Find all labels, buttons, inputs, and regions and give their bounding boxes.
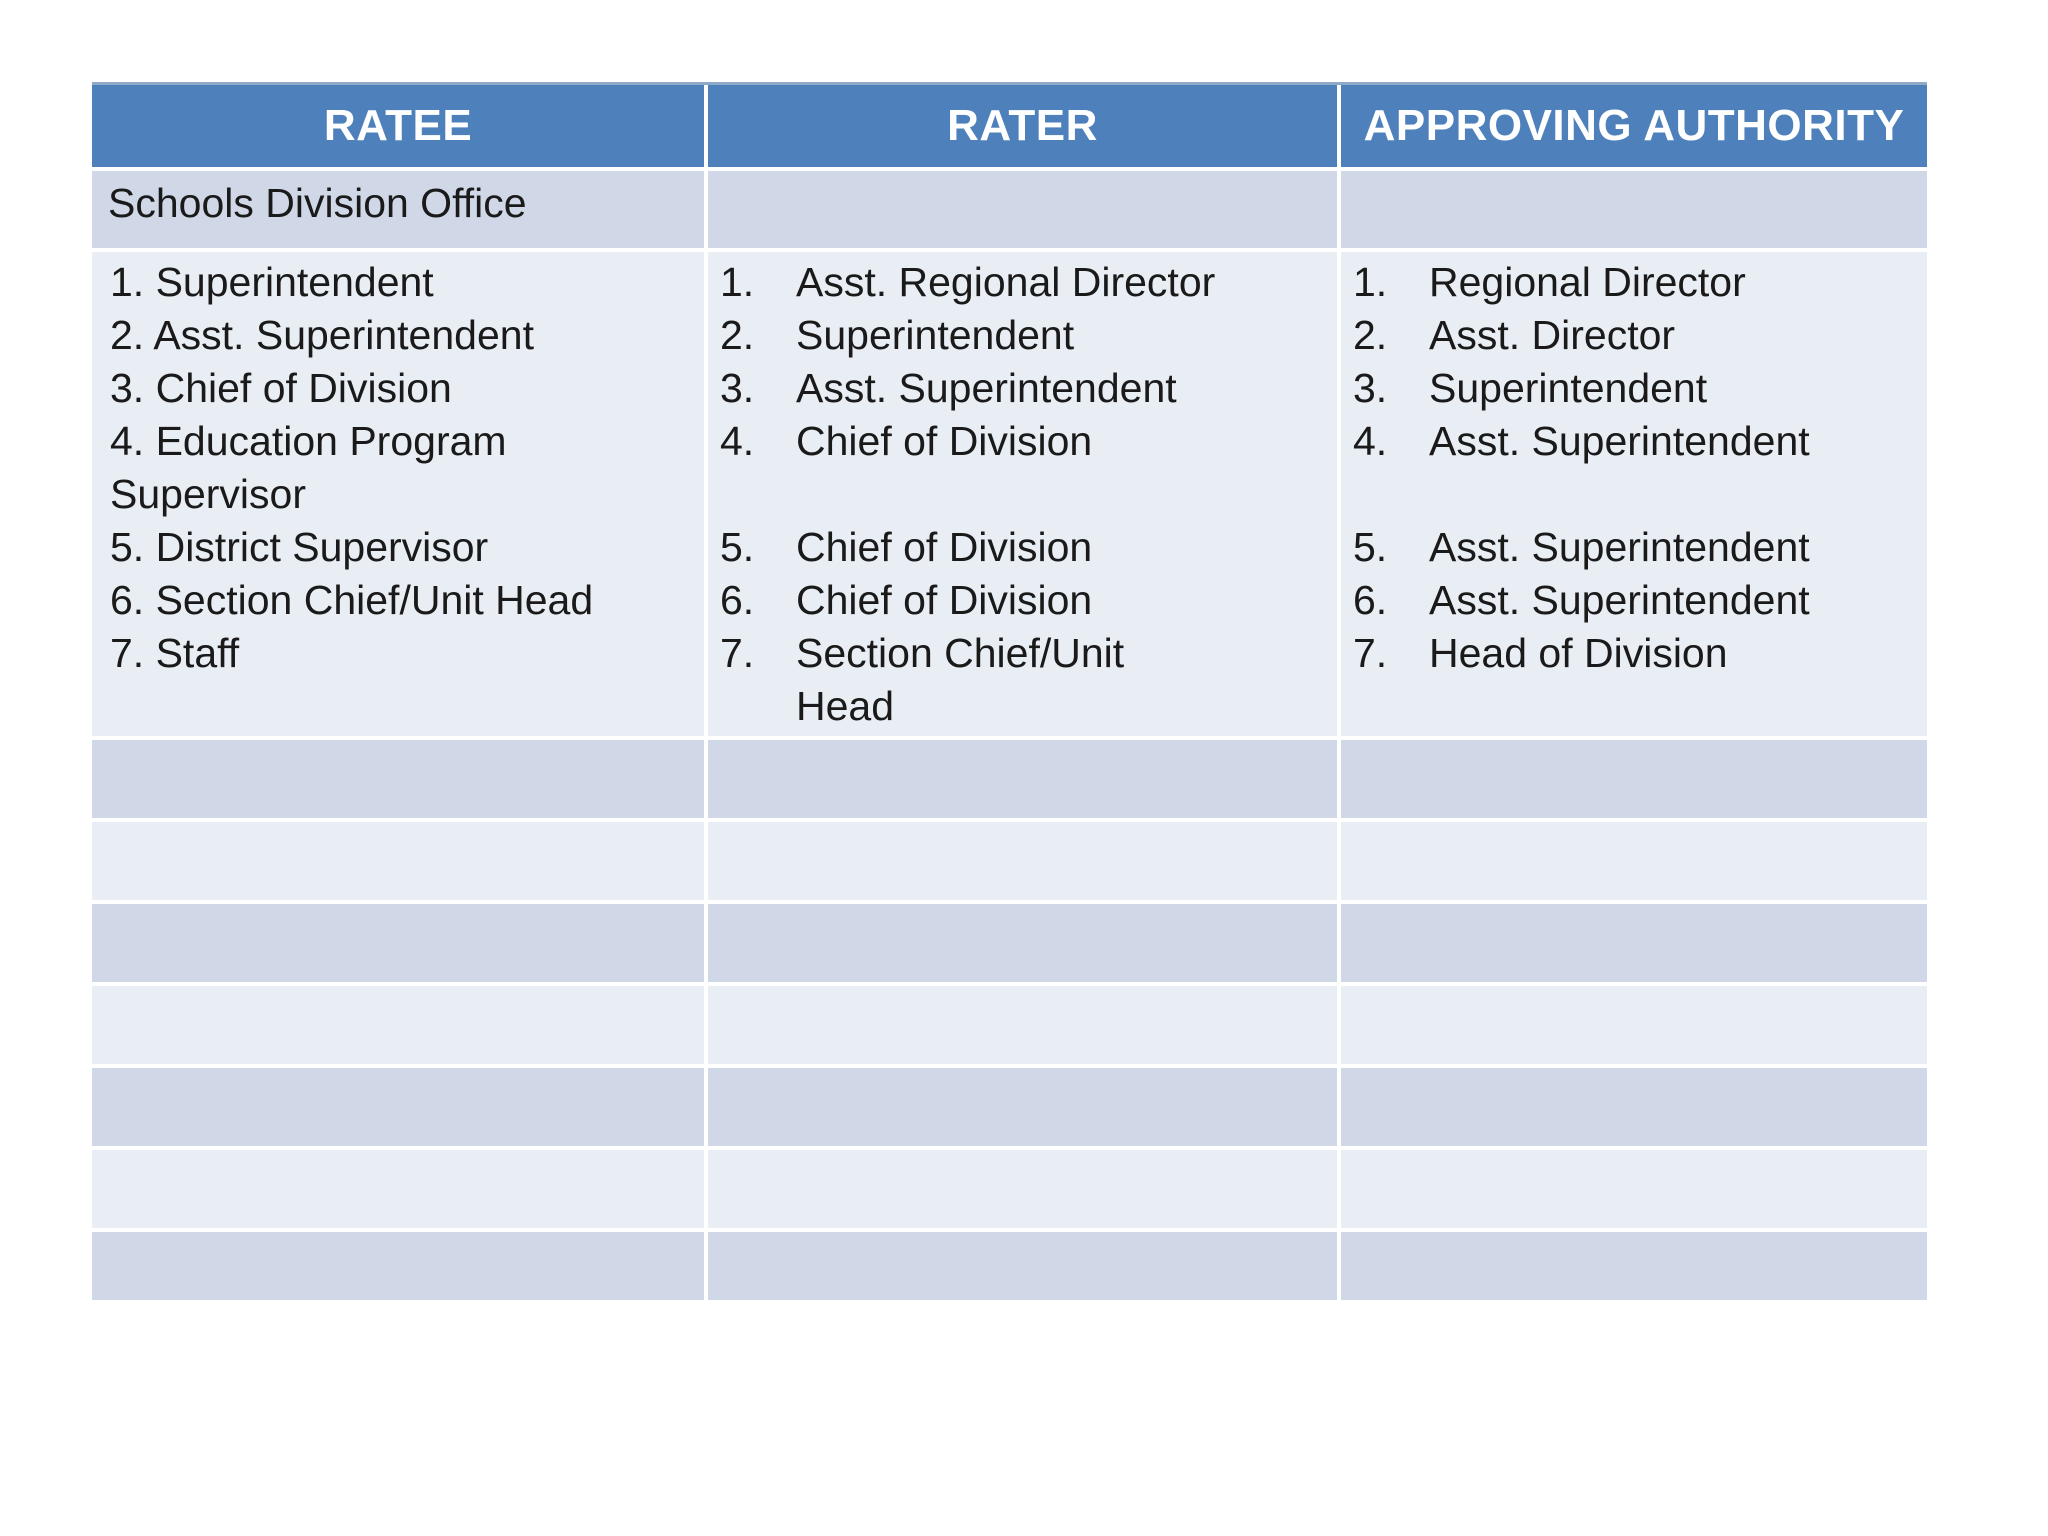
- empty-row-cell: [92, 1068, 704, 1146]
- rater-item-number: [720, 680, 796, 733]
- rater-item-number: 1.: [720, 259, 755, 305]
- approver-item-number: 3.: [1353, 365, 1388, 411]
- rater-item-line: 4. Chief of Division: [720, 415, 1329, 468]
- empty-row-cell: [708, 822, 1337, 900]
- empty-row-cell: [1341, 1232, 1927, 1300]
- empty-row-cell: [92, 740, 704, 818]
- rater-item-line: 1. Asst. Regional Director: [720, 256, 1329, 309]
- empty-row-cell: [708, 904, 1337, 982]
- rater-item-line: 5. Chief of Division: [720, 521, 1329, 574]
- empty-row-cell: [708, 1068, 1337, 1146]
- approver-item-text: Regional Director: [1429, 259, 1746, 305]
- rater-item-number: 4.: [720, 418, 755, 464]
- rater-item-line: 7. Section Chief/Unit: [720, 627, 1329, 680]
- rater-item-line: 2. Superintendent: [720, 309, 1329, 362]
- approver-item-line: 6. Asst. Superintendent: [1353, 574, 1919, 627]
- approver-item-text: Asst. Director: [1429, 312, 1676, 358]
- approver-item-text: Asst. Superintendent: [1429, 418, 1810, 464]
- approver-item-text: [1429, 468, 1919, 521]
- approver-item-number: 2.: [1353, 312, 1388, 358]
- empty-row-cell: [708, 986, 1337, 1064]
- empty-row-cell: [708, 1150, 1337, 1228]
- empty-row-cell: [1341, 1150, 1927, 1228]
- approver-item-text: Head of Division: [1429, 630, 1728, 676]
- content-cell-ratee: 1. Superintendent 2. Asst. Superintendent…: [92, 252, 704, 736]
- content-cell-approving-authority: 1. Regional Director 2. Asst. Director 3. Sup…: [1341, 252, 1927, 736]
- section-row-empty-cell: [1341, 171, 1927, 248]
- rater-item-number: 6.: [720, 577, 755, 623]
- approver-item-number: 7.: [1353, 630, 1388, 676]
- approver-item-number: [1353, 468, 1429, 521]
- empty-row-cell: [1341, 822, 1927, 900]
- table-grid: RATEE RATER APPROVING AUTHORITY Schools …: [92, 85, 1927, 1300]
- approver-item-number: 4.: [1353, 418, 1388, 464]
- empty-row-cell: [1341, 1068, 1927, 1146]
- rater-item-text: [796, 468, 1329, 521]
- approver-item-line: 5. Asst. Superintendent: [1353, 521, 1919, 574]
- header-label-ratee: RATEE: [323, 101, 473, 150]
- ratee-line: 6. Section Chief/Unit Head: [110, 577, 594, 623]
- approver-item-number: 5.: [1353, 524, 1388, 570]
- rater-item-number: [720, 468, 796, 521]
- approver-item-line: 1. Regional Director: [1353, 256, 1919, 309]
- rater-item-number: 5.: [720, 524, 755, 570]
- section-row-label-cell: Schools Division Office: [92, 171, 704, 248]
- rater-item-number: 3.: [720, 365, 755, 411]
- header-cell-ratee: RATEE: [92, 85, 704, 167]
- approver-item-line: 4. Asst. Superintendent: [1353, 415, 1919, 468]
- empty-row-cell: [1341, 904, 1927, 982]
- ratee-line: 4. Education Program: [110, 418, 507, 464]
- rater-item-number: 2.: [720, 312, 755, 358]
- ratee-line: 2. Asst. Superintendent: [110, 312, 534, 358]
- ratee-line: 7. Staff: [110, 630, 240, 676]
- header-label-rater: RATER: [947, 101, 1098, 150]
- rater-item-text: Superintendent: [796, 312, 1075, 358]
- rater-item-text: Chief of Division: [796, 577, 1093, 623]
- rater-item-line: Head: [720, 680, 1329, 733]
- rater-item-text: Head: [796, 683, 895, 729]
- rater-item-line: 3. Asst. Superintendent: [720, 362, 1329, 415]
- empty-row-cell: [708, 740, 1337, 818]
- header-label-approving-authority: APPROVING AUTHORITY: [1363, 101, 1905, 150]
- rater-item-text: Asst. Superintendent: [796, 365, 1177, 411]
- empty-row-cell: [92, 986, 704, 1064]
- ratee-line: 1. Superintendent: [110, 259, 434, 305]
- approver-item-text: Asst. Superintendent: [1429, 524, 1810, 570]
- rater-item-line: 6. Chief of Division: [720, 574, 1329, 627]
- approver-item-line: 2. Asst. Director: [1353, 309, 1919, 362]
- table-top-border: [92, 82, 1927, 85]
- rater-item-text: Chief of Division: [796, 418, 1093, 464]
- header-cell-approving-authority: APPROVING AUTHORITY: [1341, 85, 1927, 167]
- empty-row-cell: [92, 904, 704, 982]
- approver-item-line: 3. Superintendent: [1353, 362, 1919, 415]
- empty-row-cell: [92, 1232, 704, 1300]
- rater-item-text: Asst. Regional Director: [796, 259, 1216, 305]
- header-cell-rater: RATER: [708, 85, 1337, 167]
- approver-item-line: [1353, 468, 1919, 521]
- rater-item-text: Section Chief/Unit: [796, 630, 1125, 676]
- empty-row-cell: [92, 822, 704, 900]
- ratee-line: 5. District Supervisor: [110, 524, 489, 570]
- rater-item-number: 7.: [720, 630, 755, 676]
- approver-item-number: 6.: [1353, 577, 1388, 623]
- approver-item-line: 7. Head of Division: [1353, 627, 1919, 680]
- empty-row-cell: [1341, 740, 1927, 818]
- section-row-label: Schools Division Office: [108, 180, 527, 226]
- section-row-empty-cell: [708, 171, 1337, 248]
- rating-assignment-table: RATEE RATER APPROVING AUTHORITY Schools …: [92, 82, 1927, 1300]
- ratee-line: 3. Chief of Division: [110, 365, 452, 411]
- rater-item-text: Chief of Division: [796, 524, 1093, 570]
- ratee-line: Supervisor: [110, 471, 306, 517]
- empty-row-cell: [1341, 986, 1927, 1064]
- approver-item-text: Asst. Superintendent: [1429, 577, 1810, 623]
- rater-item-line: [720, 468, 1329, 521]
- approver-item-number: 1.: [1353, 259, 1388, 305]
- approver-item-text: Superintendent: [1429, 365, 1708, 411]
- empty-row-cell: [708, 1232, 1337, 1300]
- content-cell-rater: 1. Asst. Regional Director 2. Superintenden…: [708, 252, 1337, 736]
- empty-row-cell: [92, 1150, 704, 1228]
